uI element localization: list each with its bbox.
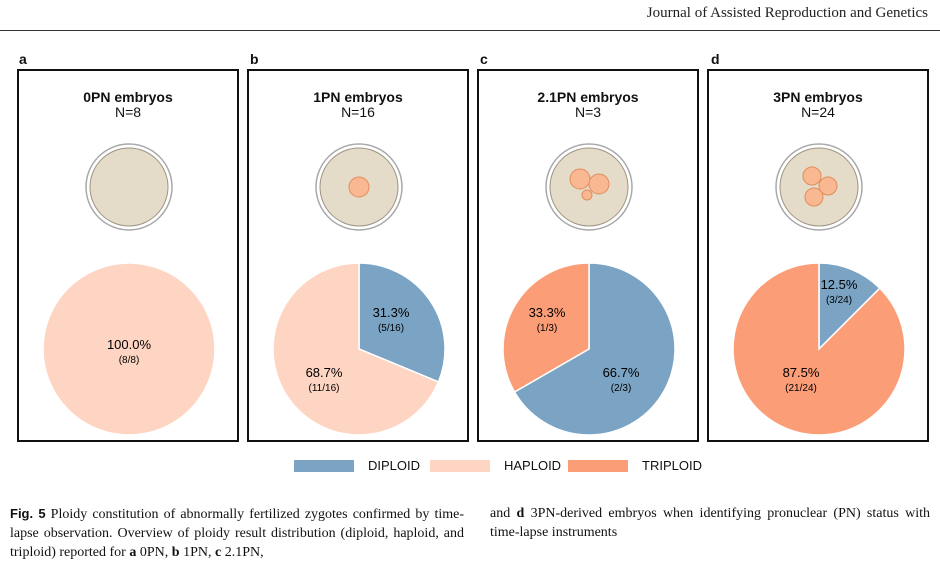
pie-slice-diploid (513, 262, 676, 436)
pie-label-pct: 66.7% (603, 365, 640, 380)
pie-label-frac: (21/24) (785, 383, 817, 394)
pie-chart-3pn: 12.5% (3/24) 87.5% (21/24) (732, 262, 906, 436)
figure-number: Fig. 5 (10, 506, 46, 521)
pie-label-pct: 33.3% (529, 305, 566, 320)
caption-text-a: 0PN, (139, 545, 169, 560)
pie-label-pct: 12.5% (821, 277, 858, 292)
pie-label-pct: 31.3% (373, 305, 410, 320)
pie-label-pct: 100.0% (107, 337, 152, 352)
pie-label-pct: 87.5% (783, 365, 820, 380)
caption-text: 3PN-derived embryos when identifying pro… (490, 506, 931, 540)
pie-slice-diploid (358, 262, 446, 383)
pie-chart-2-1pn: 66.7% (2/3) 33.3% (1/3) (502, 262, 676, 436)
caption-ref-c: c (214, 545, 222, 560)
pie-slice-haploid (272, 262, 440, 436)
pie-chart-1pn: 31.3% (5/16) 68.7% (11/16) (272, 262, 446, 436)
legend-label: DIPLOID (368, 458, 421, 473)
pie-label-frac: (2/3) (611, 383, 632, 394)
panel-title: 0PN embryos (83, 89, 173, 105)
pie-slice-triploid (732, 262, 906, 436)
legend-label: TRIPLOID (642, 458, 702, 473)
legend-item-haploid: HAPLOID (430, 458, 561, 473)
embryo-0pn-icon (85, 143, 173, 231)
caption-text: Ploidy constitution of abnormally fertil… (10, 507, 464, 560)
legend-swatch (430, 459, 490, 472)
pie-slice-triploid (502, 262, 590, 394)
panel-letter-c: c (480, 51, 488, 67)
legend-label: HAPLOID (504, 458, 562, 473)
panel-n: N=16 (341, 104, 375, 120)
caption-ref-a: a (129, 545, 137, 560)
legend-item-diploid: DIPLOID (294, 458, 420, 473)
panel-title: 2.1PN embryos (537, 89, 639, 105)
panel-a: 0PN embryos N=8 100.0% (8/8) (17, 69, 239, 442)
figure-caption-right: and d 3PN-derived embryos when identifyi… (490, 504, 930, 542)
panel-n: N=24 (801, 104, 835, 120)
legend-swatch (294, 459, 354, 472)
caption-text-c: 2.1PN, (224, 545, 264, 560)
pie-label-frac: (3/24) (826, 295, 852, 306)
panel-title: 1PN embryos (313, 89, 403, 105)
caption-text-b: 1PN, (183, 545, 212, 560)
caption-ref-b: b (171, 545, 180, 560)
panel-n: N=8 (114, 104, 142, 120)
pie-slice-haploid (42, 262, 216, 436)
panel-c: 2.1PN embryos N=3 66.7% (2/3) 33.3% (1/3… (477, 69, 699, 442)
pie-slice-diploid (818, 262, 881, 351)
legend-swatch (568, 459, 628, 472)
panel-letter-d: d (711, 51, 720, 67)
caption-ref-d: d (516, 506, 525, 521)
pie-label-frac: (8/8) (119, 355, 140, 366)
panel-d: 3PN embryos N=24 12.5% (3/24) 87.5% (21/… (707, 69, 929, 442)
panel-letter-a: a (19, 51, 27, 67)
pie-label-pct: 68.7% (306, 365, 343, 380)
embryo-1pn-icon (315, 143, 403, 231)
embryo-3pn-icon (775, 143, 863, 231)
header-rule (0, 30, 940, 31)
embryo-2-1pn-icon (545, 143, 633, 231)
panel-n: N=3 (574, 104, 602, 120)
caption-text-and: and (490, 506, 511, 521)
journal-name: Journal of Assisted Reproduction and Gen… (646, 5, 928, 21)
pie-label-frac: (11/16) (309, 383, 340, 394)
panel-b: 1PN embryos N=16 31.3% (5/16) 68.7% (11/… (247, 69, 469, 442)
figure-caption-left: Fig. 5 Ploidy constitution of abnormally… (10, 504, 464, 562)
pie-label-frac: (1/3) (537, 323, 558, 334)
pie-label-frac: (5/16) (378, 323, 404, 334)
panel-letter-b: b (250, 51, 259, 67)
legend: DIPLOID HAPLOID TRIPLOID (0, 458, 940, 478)
legend-item-triploid: TRIPLOID (568, 458, 702, 473)
panel-title: 3PN embryos (773, 89, 863, 105)
pie-chart-0pn: 100.0% (8/8) (42, 262, 216, 436)
